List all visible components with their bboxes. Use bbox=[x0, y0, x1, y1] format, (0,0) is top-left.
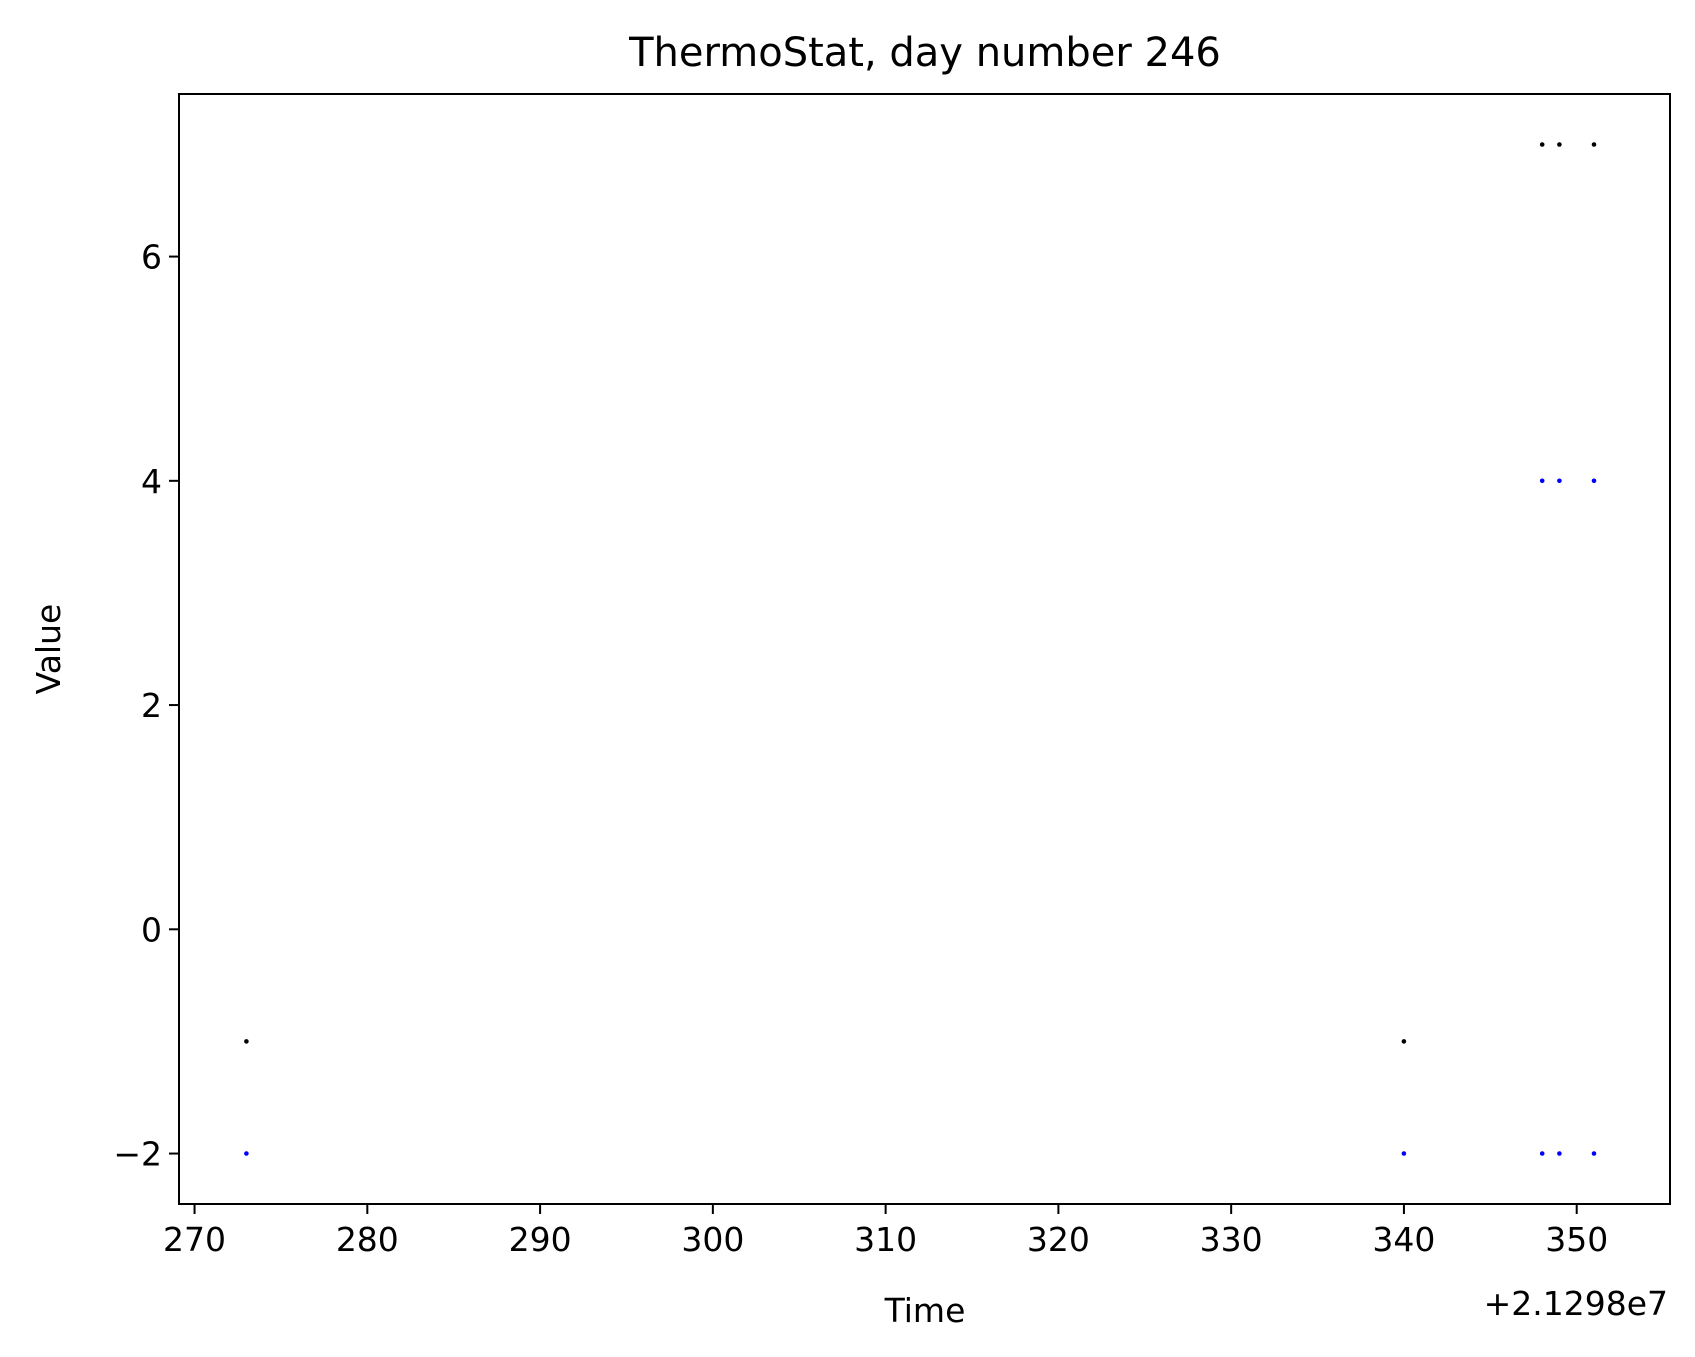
data-point-s1-3 bbox=[1557, 478, 1562, 484]
y-tick-label-1: 0 bbox=[141, 910, 162, 949]
data-point-s1-7 bbox=[1591, 1151, 1597, 1156]
x-tick-label-8: 350 bbox=[1545, 1220, 1608, 1259]
y-tick-label-3: 4 bbox=[141, 462, 162, 501]
x-tick-label-5: 320 bbox=[1027, 1220, 1090, 1259]
data-point-s0-1 bbox=[1401, 1039, 1407, 1044]
data-point-s1-6 bbox=[1557, 1151, 1562, 1156]
x-tick-label-1: 280 bbox=[336, 1220, 399, 1259]
x-tick-label-3: 300 bbox=[681, 1220, 744, 1259]
x-axis-label: Time bbox=[884, 1291, 966, 1330]
data-point-s0-2 bbox=[1539, 142, 1545, 147]
data-point-s1-0 bbox=[244, 1151, 249, 1156]
data-point-s1-5 bbox=[1539, 1151, 1545, 1156]
data-points bbox=[244, 142, 1597, 1156]
data-point-s0-3 bbox=[1557, 142, 1562, 147]
data-point-s1-4 bbox=[1591, 478, 1597, 484]
data-point-s0-0 bbox=[244, 1039, 249, 1044]
x-tick-label-7: 340 bbox=[1372, 1220, 1435, 1259]
y-tick-label-0: −2 bbox=[113, 1135, 162, 1174]
data-point-s1-1 bbox=[1401, 1151, 1407, 1156]
x-tick-label-0: 270 bbox=[163, 1220, 226, 1259]
data-point-s1-2 bbox=[1539, 478, 1545, 484]
y-tick-label-2: 2 bbox=[141, 686, 162, 725]
x-axis-offset-label: +2.1298e7 bbox=[1484, 1284, 1668, 1323]
x-axis-ticks: 270 280 290 300 310 320 330 340 350 bbox=[163, 1204, 1608, 1259]
x-tick-label-2: 290 bbox=[509, 1220, 572, 1259]
x-tick-label-4: 310 bbox=[854, 1220, 917, 1259]
x-tick-label-6: 330 bbox=[1200, 1220, 1263, 1259]
plot-area-frame bbox=[178, 93, 1671, 1205]
data-point-s0-4 bbox=[1591, 142, 1597, 147]
y-tick-label-4: 6 bbox=[141, 238, 162, 277]
y-axis-label: Value bbox=[29, 604, 68, 695]
y-axis-ticks: −2 0 2 4 6 bbox=[113, 238, 179, 1174]
chart-title: ThermoStat, day number 246 bbox=[628, 30, 1221, 76]
